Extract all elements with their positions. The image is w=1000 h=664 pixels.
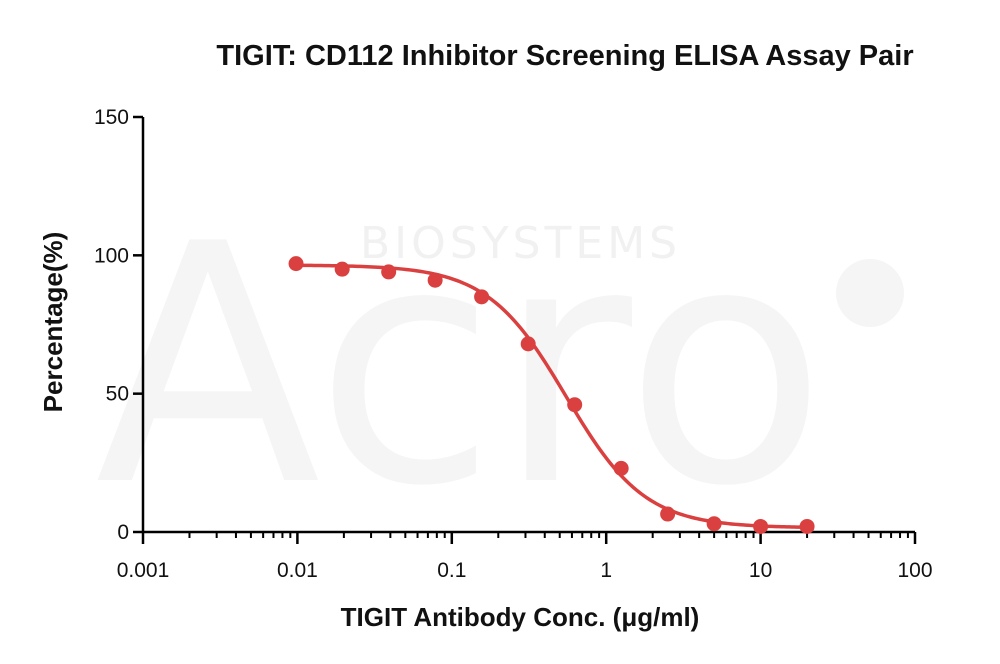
y-tick-label: 0	[117, 521, 129, 544]
x-ticks: 0.001 0.01 0.1 1 10 100	[117, 532, 933, 582]
watermark: Acro BIOSYSTEMS	[95, 174, 904, 558]
data-points	[288, 256, 815, 534]
x-tick-label: 100	[897, 559, 932, 582]
x-tick-label: 0.01	[277, 559, 318, 582]
data-point	[706, 516, 722, 532]
fit-curve	[296, 263, 808, 530]
x-tick-label: 10	[749, 559, 772, 582]
watermark-dot	[836, 259, 904, 327]
data-point	[660, 506, 676, 522]
y-axis-label: Percentage(%)	[38, 232, 68, 413]
x-tick-label: 0.1	[437, 559, 466, 582]
data-point	[753, 518, 769, 534]
y-ticks: 0 50 100 150	[94, 106, 143, 544]
data-point	[474, 289, 490, 305]
data-point	[613, 460, 629, 476]
x-tick-label: 1	[600, 559, 612, 582]
data-point	[288, 256, 304, 272]
axes	[141, 117, 915, 534]
x-tick-label: 0.001	[117, 559, 170, 582]
data-point	[427, 272, 443, 288]
data-point	[381, 264, 397, 280]
data-point	[520, 336, 536, 352]
x-axis-label: TIGIT Antibody Conc. (μg/ml)	[341, 602, 700, 632]
data-point	[334, 261, 350, 277]
y-tick-label: 100	[94, 244, 129, 267]
data-point	[567, 397, 583, 413]
y-tick-label: 150	[94, 106, 129, 129]
watermark-sub-text: BIOSYSTEMS	[360, 218, 681, 269]
y-tick-label: 50	[106, 383, 129, 406]
data-point	[799, 518, 815, 534]
chart-title: TIGIT: CD112 Inhibitor Screening ELISA A…	[216, 40, 913, 72]
watermark-logo-text: Acro	[95, 174, 827, 558]
